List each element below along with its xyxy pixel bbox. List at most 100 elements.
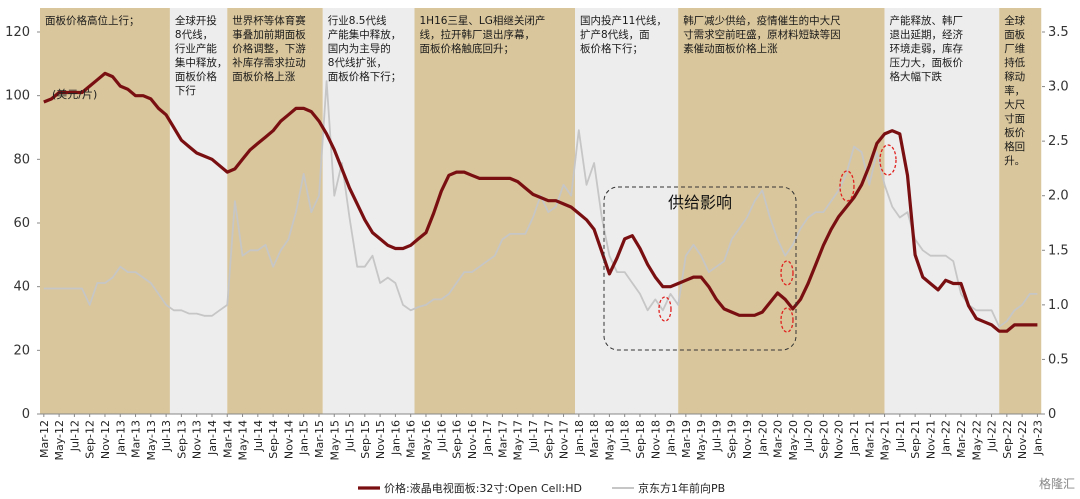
period-text: 扩产8代线，面 [580, 28, 650, 41]
period-band [169, 8, 228, 414]
x-tick-label: Sep-13 [175, 420, 188, 459]
period-text: 环境走弱，库存 [890, 42, 964, 55]
supply-box [603, 186, 797, 351]
y-tick-label: 40 [13, 280, 30, 295]
x-tick-label: Mar-13 [130, 420, 143, 458]
period-band [999, 8, 1042, 414]
y2-tick-label: 2.5 [1048, 134, 1069, 149]
period-text: 率， [1004, 84, 1025, 97]
x-tick-label: May-18 [603, 420, 616, 461]
x-tick-label: May-20 [787, 420, 800, 461]
period-text: 面板价格高位上行； [45, 14, 140, 27]
period-text: 线，拉开韩厂退出序幕， [420, 28, 536, 41]
x-tick-label: Mar-18 [588, 420, 601, 458]
period-text: 寸面 [1004, 112, 1025, 125]
x-tick-label: Nov-19 [741, 420, 754, 459]
x-tick-label: Jul-22 [986, 420, 999, 452]
period-text: 面板价格触底回升； [420, 42, 515, 55]
x-tick-label: May-22 [970, 420, 983, 461]
x-tick-label: Sep-22 [1001, 420, 1014, 459]
x-tick-label: Jan-17 [481, 420, 494, 456]
x-tick-label: Jul-15 [344, 420, 357, 452]
period-band [575, 8, 679, 414]
period-text: 升。 [1004, 155, 1025, 167]
x-tick-label: Nov-12 [99, 420, 112, 459]
unit-label: (美元/片) [52, 88, 97, 101]
y-tick-label: 120 [5, 25, 30, 40]
x-tick-label: Sep-16 [451, 420, 464, 459]
x-tick-label: Jul-18 [619, 420, 632, 452]
highlight [658, 296, 672, 322]
x-tick-label: Jul-19 [710, 420, 723, 452]
x-tick-label: Mar-16 [405, 420, 418, 458]
x-tick-label: Jul-13 [160, 420, 173, 452]
period-text: 行业产能 [175, 42, 217, 55]
x-tick-label: Sep-19 [726, 420, 739, 459]
x-tick-label: May-13 [145, 420, 158, 461]
period-text: 退出延期，经济 [890, 28, 964, 41]
x-tick-label: Jul-17 [527, 420, 540, 452]
watermark: 格隆汇 [1039, 476, 1075, 491]
period-text: 韩厂减少供给，疫情催生的中大尺 [683, 14, 841, 27]
period-text: 价格调整，下游 [232, 42, 306, 55]
highlight-ellipses [658, 144, 897, 333]
x-tick-label: Mar-14 [221, 420, 234, 458]
x-tick-label: Sep-15 [359, 420, 372, 459]
x-tick-label: May-14 [237, 420, 250, 461]
x-tick-label: Mar-12 [38, 420, 51, 458]
period-text: 补库存需求拉动 [232, 56, 306, 69]
period-text: 持低 [1004, 56, 1026, 69]
x-tick-label: May-15 [328, 420, 341, 461]
legend-label: 价格:液晶电视面板:32寸:Open Cell:HD [384, 481, 582, 495]
period-text: 面板价格上涨 [232, 70, 295, 83]
x-tick-label: Jan-22 [940, 420, 953, 456]
period-text: 板价 [1004, 126, 1026, 139]
x-tick-label: Mar-15 [313, 420, 326, 458]
period-band [322, 8, 415, 414]
y-tick-label: 100 [5, 89, 30, 104]
x-tick-label: Jul-16 [435, 420, 448, 452]
x-tick-label: May-16 [420, 420, 433, 461]
x-tick-label: Nov-18 [649, 420, 662, 459]
highlight [780, 260, 794, 286]
highlight [780, 307, 794, 333]
y-tick-label: 20 [13, 343, 30, 358]
series-line [43, 80, 1038, 328]
period-text: 1H16三星、LG相继关闭产 [420, 14, 546, 27]
period-band [40, 8, 170, 414]
period-text: 面板价格下行； [328, 70, 402, 83]
period-text: 8代线扩张， [328, 56, 387, 69]
period-text: 压力大，面板价 [890, 56, 964, 69]
x-tick-label: Jul-20 [802, 420, 815, 452]
period-text: 面板 [1004, 28, 1026, 41]
y2-tick-label: 3.5 [1048, 25, 1069, 40]
period-text: 全球 [1004, 14, 1026, 27]
period-band [884, 8, 1000, 414]
x-tick-label: May-17 [512, 420, 525, 461]
period-text: 事叠加前期面板 [232, 28, 306, 41]
y-tick-label: 0 [22, 407, 30, 422]
x-tick-label: Mar-19 [680, 420, 693, 458]
x-tick-label: Sep-17 [542, 420, 555, 459]
x-tick-label: Sep-14 [267, 420, 280, 459]
x-tick-label: Jan-20 [756, 420, 769, 456]
period-text: 行业8.5代线 [328, 14, 387, 27]
x-tick-label: Jan-15 [298, 420, 311, 456]
period-text: 厂维 [1004, 42, 1026, 55]
series-line [43, 71, 1038, 333]
x-tick-label: Jan-14 [206, 420, 219, 456]
y2-tick-label: 0.5 [1048, 352, 1069, 367]
period-text: 产能释放、韩厂 [890, 14, 964, 27]
period-text: 国内为主导的 [328, 42, 391, 55]
period-band [678, 8, 885, 414]
x-tick-label: Nov-17 [558, 420, 571, 459]
y2-tick-label: 1.0 [1048, 298, 1069, 313]
x-tick-label: Jan-21 [848, 420, 861, 456]
period-text: 板价格下行； [580, 42, 643, 55]
x-tick-label: Sep-21 [909, 420, 922, 459]
x-tick-label: Nov-22 [1016, 420, 1029, 459]
y2-tick-label: 0 [1048, 407, 1056, 422]
box-label: 供给影响 [668, 193, 732, 212]
period-text: 寸需求空前旺盛，原材料短缺等因 [683, 28, 841, 41]
x-tick-label: Nov-14 [282, 420, 295, 459]
